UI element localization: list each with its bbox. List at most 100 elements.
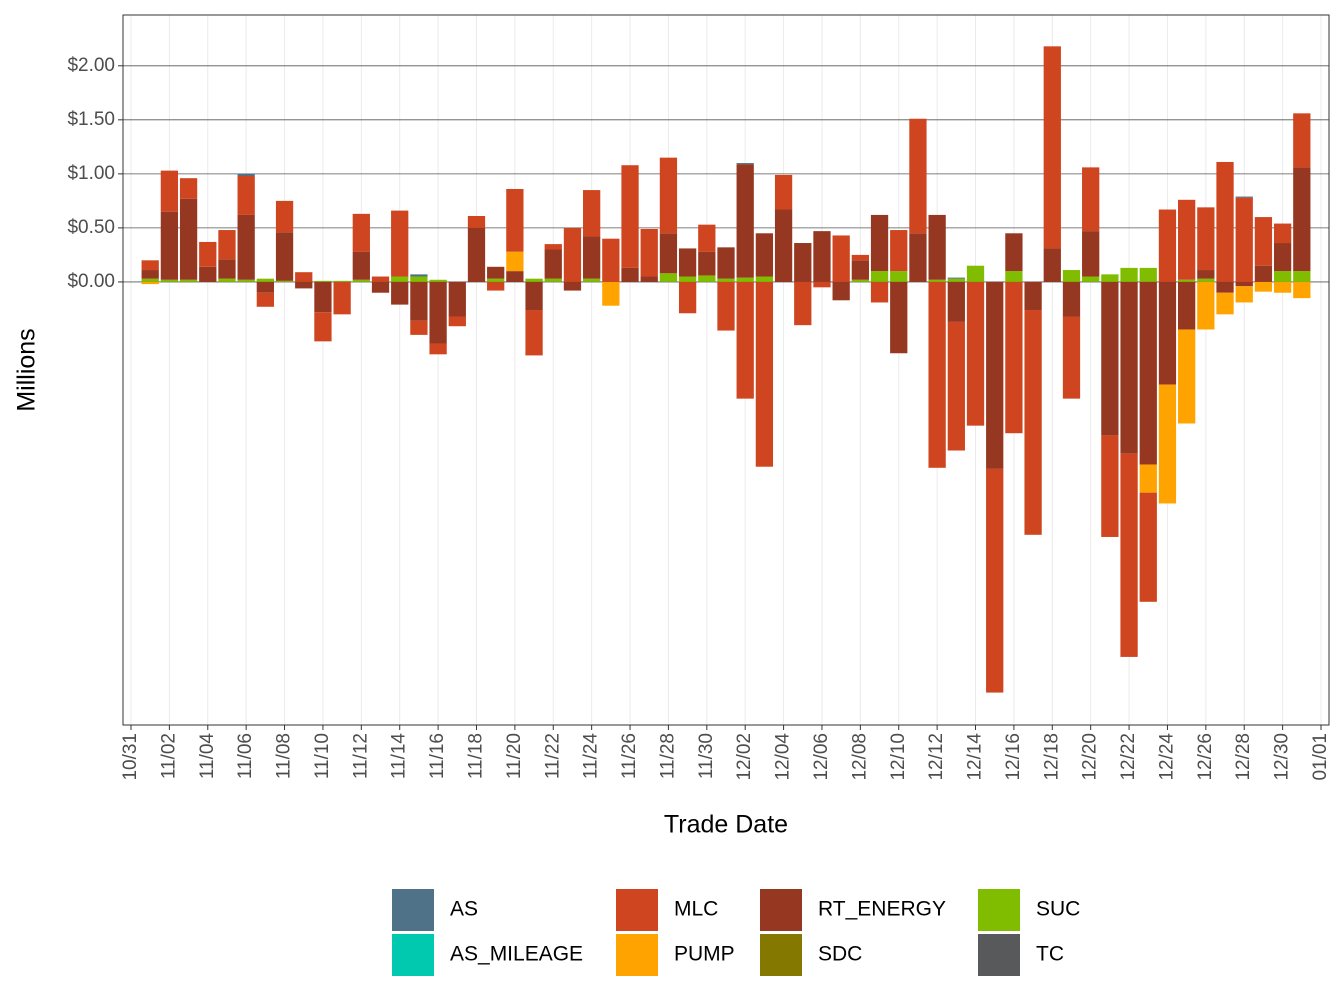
bar-segment xyxy=(1158,281,1177,385)
bar-segment xyxy=(947,281,965,322)
bar-segment xyxy=(179,178,198,199)
bar-segment xyxy=(410,274,428,277)
bar-segment xyxy=(1120,267,1138,282)
bar-segment xyxy=(813,231,831,282)
bar-segment xyxy=(160,170,179,212)
x-tick-label: 11/26 xyxy=(619,733,640,779)
bar-segment xyxy=(448,316,466,327)
bar-segment xyxy=(1216,292,1234,315)
x-tick-label: 11/22 xyxy=(542,733,563,779)
x-tick-label: 11/02 xyxy=(158,733,179,779)
bar-segment xyxy=(736,164,754,278)
bar-segment xyxy=(698,251,716,276)
bar-segment xyxy=(1235,286,1253,303)
legend-label: SUC xyxy=(1036,898,1080,921)
bar-segment xyxy=(755,281,774,467)
bar-segment xyxy=(467,216,486,228)
bar-segment xyxy=(1178,329,1196,424)
bar-segment xyxy=(141,270,159,279)
bar-segment xyxy=(179,279,198,282)
bar-segment xyxy=(1139,267,1157,282)
x-tick-label: 12/06 xyxy=(811,733,832,781)
bar-segment xyxy=(391,210,409,277)
bar-segment xyxy=(1139,464,1157,493)
x-tick-label: 11/24 xyxy=(581,733,602,780)
legend-label: AS_MILEAGE xyxy=(450,943,583,966)
bar-segment xyxy=(1139,281,1157,465)
bar-segment xyxy=(1293,113,1311,168)
bar-segment xyxy=(199,241,217,267)
bar-segment xyxy=(1158,384,1177,504)
bar-segment xyxy=(487,278,505,282)
bar-segment xyxy=(1043,46,1061,249)
bar-segment xyxy=(256,292,274,307)
y-tick-label: $0.00 xyxy=(67,271,115,292)
bar-segment xyxy=(1062,281,1081,317)
bar-segment xyxy=(1216,281,1234,293)
x-tick-label: 10/31 xyxy=(120,733,141,781)
bar-segment xyxy=(314,281,332,313)
bar-segment xyxy=(237,214,255,280)
x-tick-label: 11/16 xyxy=(427,733,448,779)
legend-label: MLC xyxy=(674,898,718,921)
bar-segment xyxy=(621,267,639,282)
bar-segment xyxy=(698,275,716,282)
bar-segment xyxy=(602,281,620,306)
bar-segment xyxy=(525,310,543,356)
bar-segment xyxy=(391,281,409,305)
bar-segment xyxy=(1082,276,1100,282)
bar-segment xyxy=(755,276,774,282)
bar-segment xyxy=(1293,271,1311,282)
bar-segment xyxy=(583,236,601,279)
bar-segment xyxy=(813,281,831,288)
bar-segment xyxy=(429,279,447,282)
bar-segment xyxy=(678,276,697,282)
bar-segment xyxy=(909,118,927,234)
bar-segment xyxy=(1024,281,1042,311)
bar-segment xyxy=(640,228,658,277)
legend-label: PUMP xyxy=(674,943,735,966)
legend-label: AS xyxy=(450,898,478,921)
x-tick-label: 11/04 xyxy=(197,733,218,780)
bar-segment xyxy=(1062,316,1081,399)
bar-segment xyxy=(851,260,869,280)
bar-segment xyxy=(1197,278,1215,282)
bar-segment xyxy=(928,281,946,468)
bar-segment xyxy=(448,281,466,317)
bar-segment xyxy=(1273,243,1292,272)
y-tick-label: $2.00 xyxy=(67,55,115,76)
y-tick-label: $1.00 xyxy=(67,163,115,184)
legend-key xyxy=(392,934,434,976)
bar-segment xyxy=(160,211,179,280)
bar-segment xyxy=(333,280,351,282)
bar-segment xyxy=(736,281,754,399)
bar-segment xyxy=(352,251,370,280)
bar-segment xyxy=(966,265,985,282)
bar-segment xyxy=(1082,167,1100,232)
bar-segment xyxy=(966,281,985,426)
bar-segment xyxy=(717,247,735,279)
bar-segment xyxy=(544,244,562,250)
bar-segment xyxy=(928,279,946,282)
bar-segment xyxy=(755,233,774,277)
bar-segment xyxy=(794,281,812,326)
bar-segment xyxy=(1120,281,1138,454)
bar-segment xyxy=(659,157,678,234)
bar-segment xyxy=(544,249,562,279)
bar-segment xyxy=(1273,223,1292,244)
bar-segment xyxy=(487,266,505,279)
x-tick-label: 12/30 xyxy=(1272,733,1293,781)
bar-segment xyxy=(1178,199,1196,280)
bar-segment xyxy=(429,281,447,344)
bar-segment xyxy=(1197,270,1215,279)
bar-segment xyxy=(275,200,294,233)
bar-segment xyxy=(659,233,678,274)
bar-segment xyxy=(506,271,524,282)
x-tick-label: 11/18 xyxy=(465,733,486,779)
bar-segment xyxy=(832,235,850,282)
bar-segment xyxy=(525,278,543,282)
legend-key xyxy=(616,889,658,931)
bar-segment xyxy=(1293,281,1311,299)
bar-segment xyxy=(467,227,486,282)
